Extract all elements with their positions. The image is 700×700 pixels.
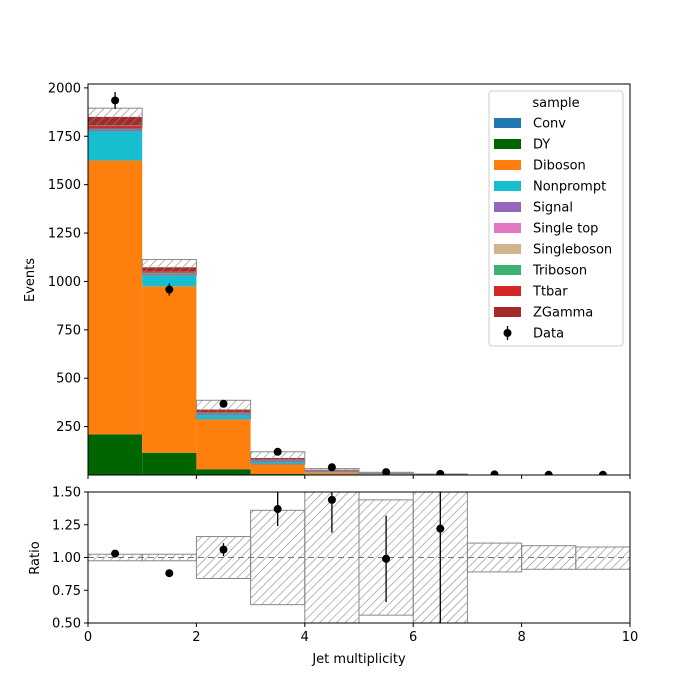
ratio-y-tick-label: 0.75	[52, 584, 81, 599]
main-y-tick-label: 250	[56, 420, 81, 435]
ratio-y-tick-label: 0.50	[52, 617, 81, 632]
legend-swatch-singleboson	[494, 244, 521, 254]
ratio-uncertainty-band	[575, 546, 630, 570]
bar-dy	[142, 452, 197, 475]
ratio-point	[165, 569, 174, 578]
legend: sample Conv DY Diboson Nonprompt Signal Singl…	[488, 90, 624, 347]
data-point	[490, 470, 499, 475]
legend-label-single-top: Single top	[533, 222, 598, 237]
data-point	[436, 469, 445, 475]
uncertainty-band	[88, 107, 143, 127]
bar-signal	[88, 129, 143, 132]
main-y-tick-label: 2000	[48, 81, 81, 96]
legend-label-nonprompt: Nonprompt	[533, 180, 606, 195]
ratio-point	[273, 505, 282, 514]
legend-label-conv: Conv	[533, 117, 566, 132]
bar-ttbar	[88, 125, 143, 129]
main-y-tick-label: 500	[56, 372, 81, 387]
legend-swatch-triboson	[494, 265, 521, 275]
data-point	[111, 96, 120, 105]
main-y-tick-label: 750	[56, 323, 81, 338]
data-point	[273, 447, 282, 456]
legend-title: sample	[532, 96, 579, 111]
x-tick-label: 4	[301, 630, 309, 645]
main-y-axis-label: Events	[23, 258, 38, 302]
legend-label-dy: DY	[533, 138, 550, 153]
bar-diboson	[196, 419, 251, 470]
legend-label-triboson: Triboson	[532, 264, 587, 279]
legend-swatch-dy	[494, 139, 521, 149]
legend-swatch-conv	[494, 118, 521, 128]
ratio-point	[219, 545, 228, 554]
data-point	[219, 399, 228, 408]
data-point	[598, 470, 607, 475]
x-tick-label: 8	[517, 630, 525, 645]
bar-nonprompt	[88, 131, 143, 161]
ratio-y-axis-label: Ratio	[28, 541, 43, 574]
data-point	[327, 463, 336, 472]
legend-swatch-ttbar	[494, 286, 521, 296]
legend-label-ttbar: Ttbar	[532, 285, 568, 300]
main-y-tick-label: 1000	[48, 275, 81, 290]
ratio-point	[382, 554, 391, 563]
legend-marker-data	[503, 329, 512, 337]
main-y-tick-label: 1500	[48, 178, 81, 193]
ratio-y-tick-label: 1.50	[52, 486, 81, 501]
bar-diboson	[142, 286, 197, 453]
uncertainty-band	[141, 259, 197, 276]
legend-swatch-diboson	[494, 160, 521, 170]
ratio-y-tick-label: 1.25	[52, 518, 81, 533]
bar-dy	[196, 469, 251, 475]
ratio-point	[436, 524, 445, 533]
ratio-y-tick-label: 1.00	[52, 551, 81, 566]
ratio-point	[111, 549, 120, 558]
legend-frame	[488, 90, 624, 347]
data-point	[382, 468, 391, 475]
legend-label-data: Data	[533, 327, 564, 342]
legend-swatch-nonprompt	[494, 181, 521, 191]
bar-diboson	[88, 160, 143, 435]
bar-triboson	[88, 128, 143, 130]
legend-swatch-single-top	[494, 223, 521, 233]
main-y-tick-label: 1750	[48, 130, 81, 145]
bar-diboson	[250, 464, 305, 475]
x-tick-label: 6	[409, 630, 417, 645]
x-tick-label: 2	[192, 630, 200, 645]
legend-swatch-zgamma	[494, 307, 521, 317]
bar-dy	[88, 434, 143, 475]
legend-label-zgamma: ZGamma	[533, 306, 593, 321]
main-plot-frame	[87, 83, 631, 476]
main-y-tick-label: 1250	[48, 227, 81, 242]
legend-label-singleboson: Singleboson	[533, 243, 612, 258]
bar-signal	[304, 471, 359, 473]
legend-swatch-signal	[494, 202, 521, 212]
data-point	[544, 470, 553, 475]
x-axis-label: Jet multiplicity	[311, 652, 406, 667]
bar-nonprompt	[142, 275, 197, 287]
data-point	[165, 285, 174, 294]
x-tick-label: 0	[84, 630, 92, 645]
bar-nonprompt	[304, 472, 359, 473]
bar-diboson	[304, 472, 359, 475]
legend-label-diboson: Diboson	[533, 159, 586, 174]
legend-label-signal: Signal	[533, 201, 573, 216]
ratio-panel: 0.50 0.75 1.00 1.25 1.50 0 2 4 6 8 10 Ratio Jet m…	[28, 486, 639, 668]
x-tick-label: 10	[622, 630, 639, 645]
main-panel: 250 500 750 1000 1250 1500 1750 2000 Events sam…	[23, 81, 631, 479]
ratio-point	[327, 495, 336, 504]
